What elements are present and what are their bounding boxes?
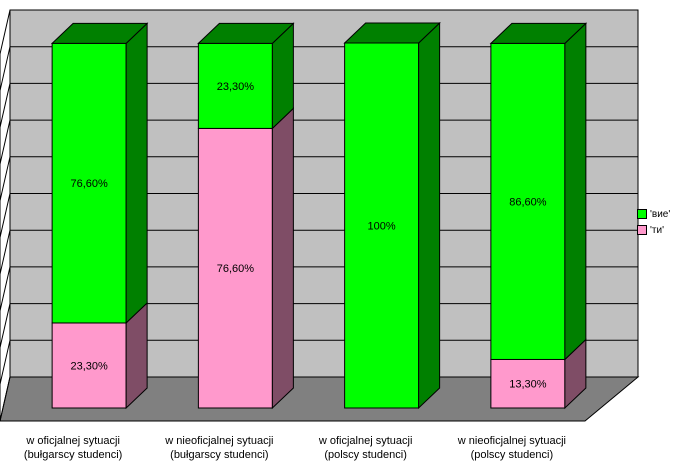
gridline-side — [0, 230, 11, 275]
bar-front — [197, 127, 273, 409]
gridline-side — [0, 9, 11, 55]
data-label: 76,60% — [70, 178, 108, 190]
category-label-line: w nieoficjalnej sytuacji — [457, 435, 566, 447]
category-label: w nieoficjalnej sytuacji (polscy studenci… — [432, 434, 592, 462]
legend-item: 'вие' — [637, 206, 670, 222]
gridline-side — [0, 266, 11, 312]
legend-swatch — [637, 209, 647, 219]
category-label-line: w nieoficjalnej sytuacji — [165, 435, 274, 447]
legend-label: 'ти' — [650, 224, 664, 236]
bar-front — [490, 42, 566, 360]
category-label: w oficjalnej sytuacji (bułgarscy studenci… — [0, 434, 153, 462]
bar-front — [197, 42, 273, 129]
bar-top — [489, 22, 588, 44]
category-label: w nieoficjalnej sytuacji (bułgarscy stude… — [139, 434, 299, 462]
gridline-side — [0, 303, 11, 348]
category-label-line: (bułgarscy studenci) — [23, 449, 123, 461]
gridline-side — [0, 46, 11, 91]
category-label-line: (bułgarscy studenci) — [170, 449, 269, 461]
bar-side — [125, 22, 148, 325]
data-label: 23,30% — [70, 360, 108, 372]
category-label-line: w oficjalnej sytuacji — [318, 435, 413, 447]
bar-top — [197, 22, 295, 44]
category-label-line: (polscy studenci) — [470, 449, 554, 461]
gridline-side — [0, 156, 11, 201]
data-label: 86,60% — [509, 196, 547, 208]
bar-top — [343, 22, 441, 44]
gridline-side — [0, 193, 11, 238]
bar-top — [50, 22, 149, 44]
bar-side — [564, 22, 587, 361]
bar-side — [418, 21, 441, 410]
category-label: w oficjalnej sytuacji (polscy studenci) — [286, 434, 446, 462]
bar-side — [271, 107, 294, 410]
bar-front — [344, 42, 420, 409]
legend-label: 'вие' — [650, 208, 671, 220]
gridline-side — [0, 340, 11, 385]
legend: 'вие' 'ти' — [637, 206, 670, 238]
data-label: 13,30% — [509, 379, 547, 391]
gridline-side — [0, 376, 11, 422]
category-label-line: (polscy studenci) — [324, 449, 407, 461]
gridline-side — [0, 119, 11, 165]
legend-item: 'ти' — [637, 222, 670, 238]
data-label: 76,60% — [217, 263, 255, 275]
bar-front — [51, 322, 127, 409]
gridline-side — [0, 83, 11, 128]
bar-front — [51, 42, 127, 324]
category-label-line: w oficjalnej sytuacji — [26, 435, 120, 447]
legend-swatch — [637, 225, 647, 235]
data-label: 100% — [368, 221, 396, 233]
data-label: 23,30% — [217, 81, 255, 93]
